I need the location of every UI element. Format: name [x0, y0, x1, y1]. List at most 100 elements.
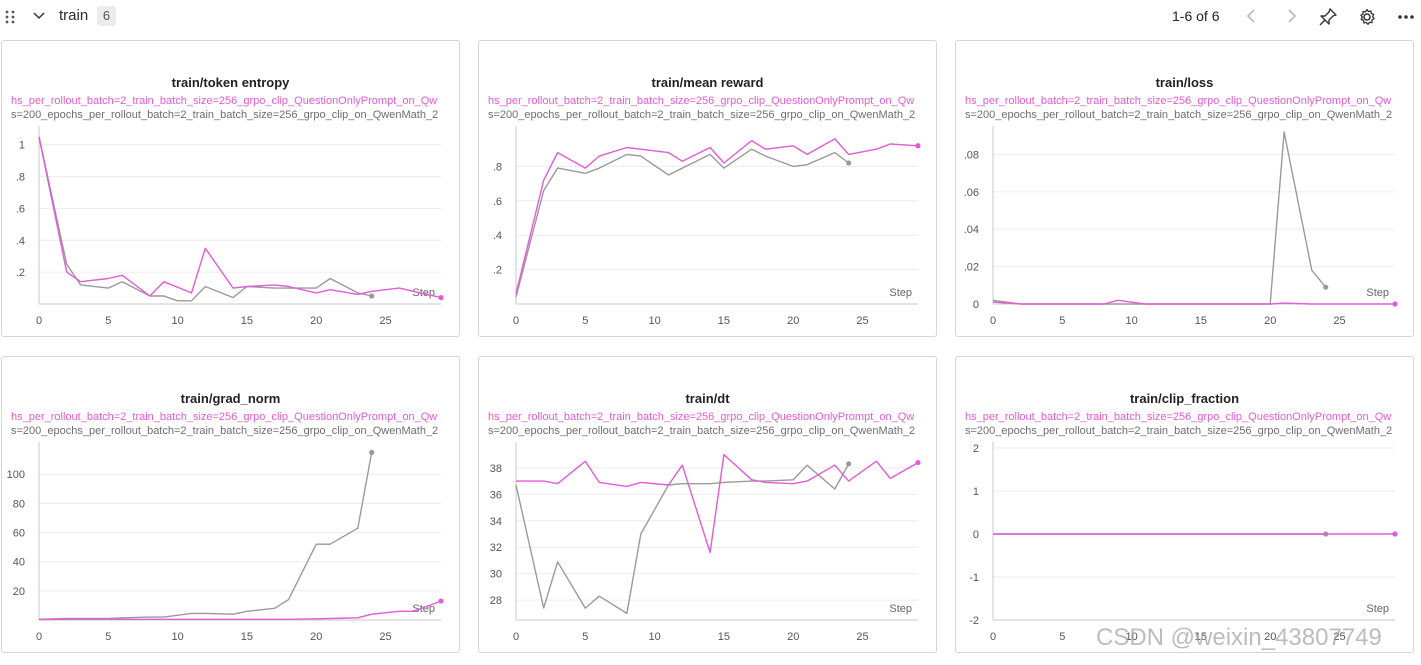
y-tick-label: .06: [964, 187, 979, 199]
series-line-gray[interactable]: [38, 452, 373, 620]
legend-run-gray[interactable]: s=200_epochs_per_rollout_batch=2_train_b…: [488, 109, 916, 121]
chevron-down-icon[interactable]: [32, 9, 46, 23]
x-tick-label: 20: [1264, 315, 1276, 327]
x-tick-label: 20: [310, 315, 322, 327]
series-line-pink[interactable]: [515, 138, 919, 294]
series-end-point-gray: [1323, 284, 1329, 290]
legend-run-gray[interactable]: s=200_epochs_per_rollout_batch=2_train_b…: [965, 425, 1393, 437]
legend-run-gray[interactable]: s=200_epochs_per_rollout_batch=2_train_b…: [11, 109, 439, 121]
y-tick-label: .6: [16, 203, 25, 215]
x-tick-label: 0: [36, 631, 42, 643]
panel-count-badge: 6: [97, 6, 116, 26]
x-tick-label: 0: [513, 631, 519, 643]
x-tick-label: 25: [1333, 315, 1345, 327]
x-tick-label: 5: [105, 315, 111, 327]
x-tick-label: 15: [1195, 315, 1207, 327]
series-line-pink[interactable]: [992, 299, 1395, 305]
chevron-right-icon[interactable]: [1283, 8, 1299, 24]
chart-panel[interactable]: train/loss hs_per_rollout_batch=2_train_b…: [955, 40, 1414, 337]
y-tick-label: 38: [490, 463, 502, 475]
series-line-gray[interactable]: [992, 131, 1327, 305]
x-tick-label: 25: [379, 631, 391, 643]
x-tick-label: 0: [990, 631, 996, 643]
x-tick-label: 0: [990, 315, 996, 327]
legend-run-pink[interactable]: hs_per_rollout_batch=2_train_batch_size=…: [11, 95, 438, 107]
y-tick-label: .04: [964, 224, 979, 236]
series-line-pink[interactable]: [38, 600, 442, 621]
x-tick-label: 10: [1125, 631, 1137, 643]
x-tick-label: 10: [1125, 315, 1137, 327]
legend-run-gray[interactable]: s=200_epochs_per_rollout_batch=2_train_b…: [965, 109, 1393, 121]
series-end-point-pink: [1392, 301, 1398, 307]
x-tick-label: 15: [1195, 631, 1207, 643]
x-tick-label: 5: [1059, 315, 1065, 327]
legend-run-pink[interactable]: hs_per_rollout_batch=2_train_batch_size=…: [965, 411, 1392, 423]
chart-title: train/mean reward: [651, 75, 764, 90]
pin-icon[interactable]: [1318, 7, 1338, 27]
y-tick-label: 1: [19, 140, 25, 152]
chart-panel[interactable]: train/mean reward hs_per_rollout_batch=2_…: [478, 40, 937, 337]
series-line-gray[interactable]: [38, 136, 372, 302]
y-tick-label: 100: [7, 469, 25, 481]
y-tick-label: .02: [964, 262, 979, 274]
series-end-point-pink: [915, 459, 921, 466]
x-tick-label: 10: [171, 631, 183, 643]
line-chart[interactable]: 28 30 32 34 36 38 0 5 10 15 20 25 Step: [479, 357, 937, 653]
legend-run-pink[interactable]: hs_per_rollout_batch=2_train_batch_size=…: [11, 411, 438, 423]
chart-title: train/loss: [1155, 75, 1214, 90]
chart-panel[interactable]: train/token entropy hs_per_rollout_batch=…: [1, 40, 460, 337]
x-tick-label: 25: [379, 315, 391, 327]
x-tick-label: 5: [105, 631, 111, 643]
more-icon[interactable]: [1396, 7, 1416, 27]
y-tick-label: 34: [490, 516, 502, 528]
y-tick-label: 0: [973, 529, 979, 541]
series-line-gray[interactable]: [515, 148, 850, 298]
y-tick-label: .8: [16, 172, 25, 184]
legend-run-pink[interactable]: hs_per_rollout_batch=2_train_batch_size=…: [965, 95, 1392, 107]
series-line-pink[interactable]: [516, 453, 919, 554]
chart-panel[interactable]: train/grad_norm hs_per_rollout_batch=2_tr…: [1, 356, 460, 653]
chart-title: train/clip_fraction: [1129, 391, 1240, 406]
chart-panel[interactable]: train/clip_fraction hs_per_rollout_batch=…: [955, 356, 1414, 653]
drag-handle-icon[interactable]: [4, 9, 16, 25]
series-line-gray[interactable]: [515, 463, 850, 615]
x-tick-label: 20: [787, 315, 799, 327]
series-end-point-pink: [438, 295, 444, 301]
chart-title: train/token entropy: [171, 75, 290, 90]
line-chart[interactable]: 0 .02 .04 .06 .08 0 5 10 15 20 25 Step: [956, 41, 1414, 337]
chart-panel[interactable]: train/dt hs_per_rollout_batch=2_train_bat…: [478, 356, 937, 653]
y-tick-label: 60: [13, 528, 25, 540]
legend-run-pink[interactable]: hs_per_rollout_batch=2_train_batch_size=…: [488, 95, 915, 107]
gear-icon[interactable]: [1357, 7, 1377, 27]
legend-run-pink[interactable]: hs_per_rollout_batch=2_train_batch_size=…: [488, 411, 915, 423]
chart-title: train/dt: [685, 391, 730, 406]
x-tick-label: 25: [856, 315, 868, 327]
y-tick-label: 2: [973, 443, 979, 455]
y-tick-label: 36: [490, 489, 502, 501]
y-tick-label: -1: [969, 572, 979, 584]
y-tick-label: 0: [973, 299, 979, 311]
section-title[interactable]: train: [59, 7, 89, 24]
y-tick-label: 32: [490, 542, 502, 554]
series-line-pink[interactable]: [38, 136, 442, 299]
x-tick-label: 10: [648, 315, 660, 327]
x-tick-label: 15: [718, 631, 730, 643]
x-tick-label: 15: [718, 315, 730, 327]
x-tick-label: 20: [310, 631, 322, 643]
y-tick-label: 1: [973, 486, 979, 498]
series-end-point-gray: [369, 293, 375, 299]
legend-run-gray[interactable]: s=200_epochs_per_rollout_batch=2_train_b…: [11, 425, 439, 437]
y-tick-label: .4: [16, 235, 25, 247]
series-end-point-gray: [369, 449, 375, 455]
series-end-point-gray: [846, 461, 852, 467]
x-axis-label: Step: [1366, 603, 1389, 615]
legend-run-gray[interactable]: s=200_epochs_per_rollout_batch=2_train_b…: [488, 425, 916, 437]
pagination-label: 1-6 of 6: [1172, 8, 1220, 24]
chevron-left-icon[interactable]: [1244, 8, 1260, 24]
line-chart[interactable]: .2 .4 .6 .8 0 5 10 15 20 25 Step: [479, 41, 937, 337]
series-end-point-pink: [1392, 531, 1398, 537]
x-tick-label: 20: [1264, 631, 1276, 643]
